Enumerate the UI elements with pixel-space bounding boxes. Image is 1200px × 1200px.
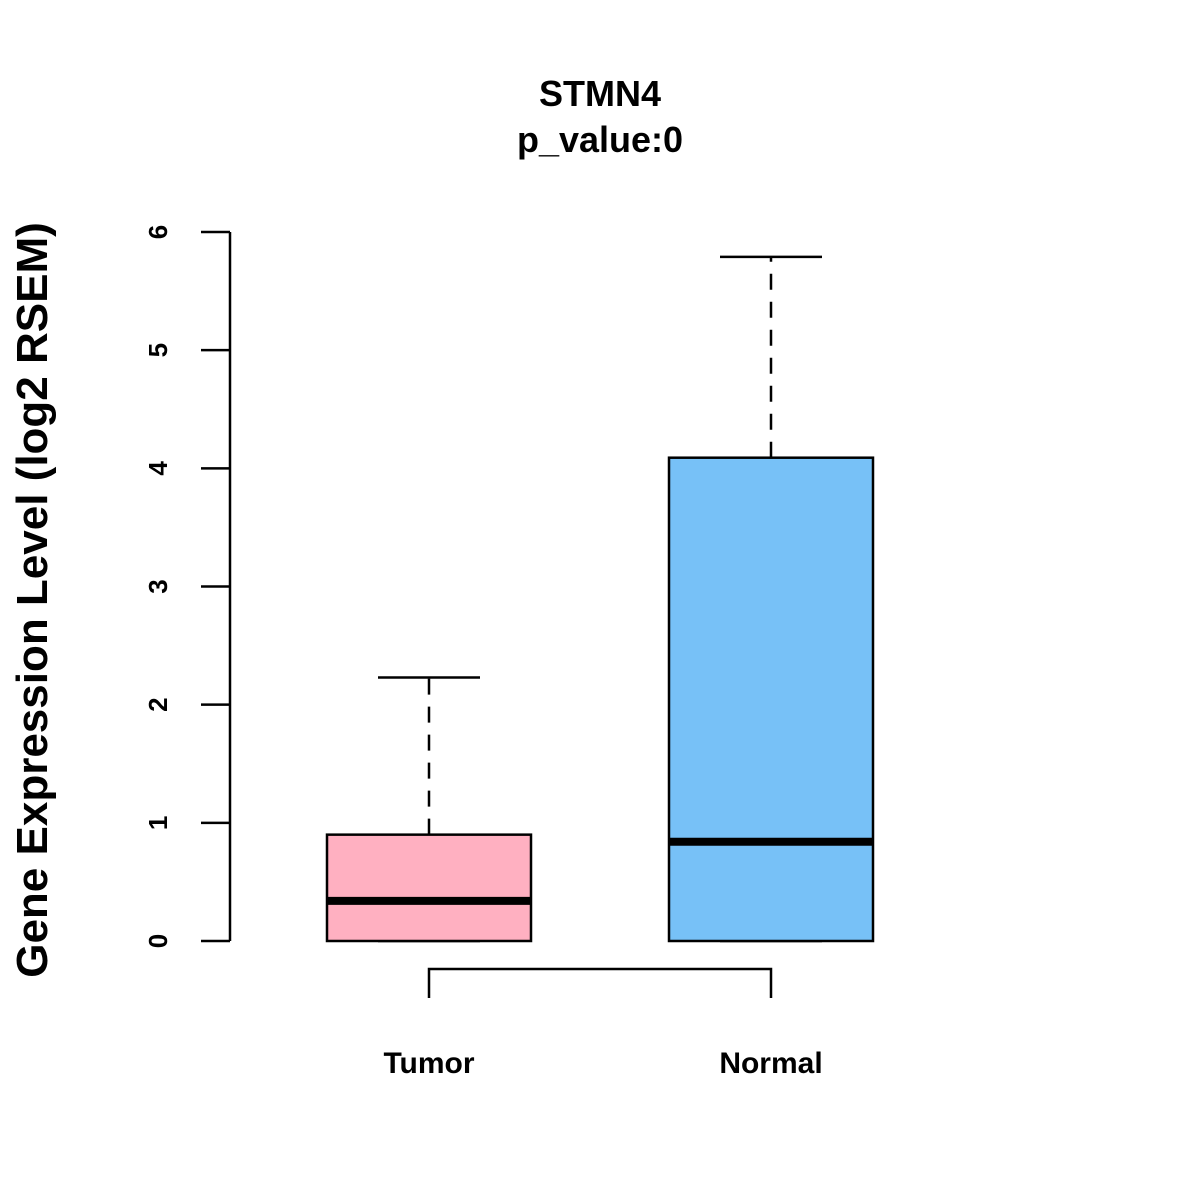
y-axis: 0 1 2 3 4 5 6 <box>143 225 232 948</box>
chart-subtitle: p_value:0 <box>517 119 683 160</box>
y-tick-label: 4 <box>143 461 173 476</box>
boxes <box>325 255 875 943</box>
chart-title: STMN4 <box>539 73 661 114</box>
box-normal <box>667 255 875 943</box>
y-axis-label: Gene Expression Level (log2 RSEM) <box>8 222 57 978</box>
bracket-line <box>427 967 773 998</box>
category-labels: Tumor Normal <box>383 1047 822 1080</box>
box-iqr <box>325 833 533 943</box>
y-tick-label: 2 <box>143 697 173 711</box>
box-iqr <box>667 456 875 943</box>
y-tick-label: 0 <box>143 934 173 948</box>
comparison-bracket <box>427 967 773 998</box>
y-tick-label: 5 <box>143 343 173 357</box>
y-tick-label: 3 <box>143 579 173 593</box>
box-tumor <box>325 676 533 943</box>
y-tick-label: 1 <box>143 816 173 830</box>
y-tick-label: 6 <box>143 225 173 239</box>
x-category-label: Normal <box>719 1047 822 1080</box>
x-category-label: Tumor <box>383 1047 474 1080</box>
